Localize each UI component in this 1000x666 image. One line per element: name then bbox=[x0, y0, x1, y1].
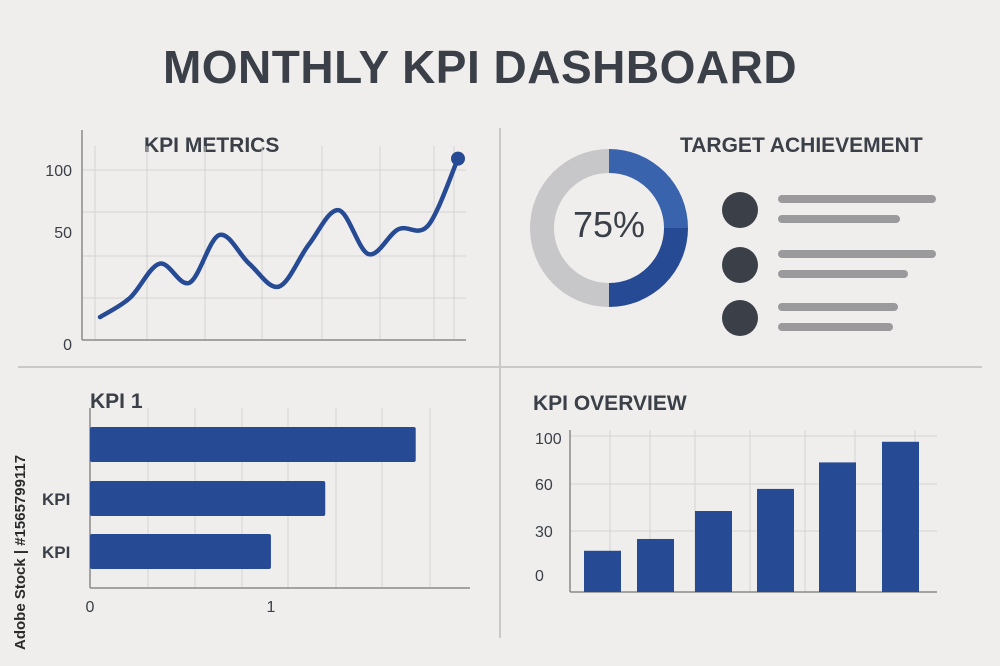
donut-slice bbox=[530, 149, 609, 307]
y-tick-label: 100 bbox=[535, 431, 562, 448]
y-tick-label: 100 bbox=[45, 163, 72, 180]
vbar bbox=[695, 511, 732, 592]
category-label: KPI bbox=[42, 543, 70, 562]
legend-line bbox=[778, 323, 893, 331]
hbar-chart: KPI KPI 0 1 bbox=[42, 408, 470, 616]
vbar bbox=[584, 550, 621, 592]
vbar bbox=[882, 441, 919, 592]
page-title: MONTHLY KPI DASHBOARD bbox=[162, 41, 798, 93]
hbar-chart-title: KPI 1 bbox=[90, 390, 143, 413]
legend-line bbox=[778, 215, 900, 223]
vbar bbox=[757, 488, 794, 592]
x-tick-label: 0 bbox=[86, 599, 95, 616]
line-end-marker bbox=[451, 151, 465, 166]
y-tick-label: 0 bbox=[63, 337, 72, 354]
vbar-chart: 0 30 60 100 bbox=[535, 430, 937, 593]
y-tick-label: 0 bbox=[535, 568, 544, 585]
donut-chart bbox=[530, 149, 688, 307]
donut-slice bbox=[609, 149, 688, 228]
hbar bbox=[90, 534, 271, 569]
legend-line bbox=[778, 303, 898, 311]
line-chart-title: KPI METRICS bbox=[144, 134, 280, 157]
kpi-line-series bbox=[97, 156, 461, 320]
legend-item bbox=[722, 245, 952, 285]
hbar bbox=[90, 481, 326, 516]
horizontal-divider bbox=[18, 366, 982, 368]
legend-item bbox=[722, 190, 952, 230]
donut-chart-title: TARGET ACHIEVEMENT bbox=[680, 134, 923, 157]
hbar bbox=[90, 427, 416, 462]
legend-line bbox=[778, 195, 936, 203]
y-tick-label: 60 bbox=[535, 477, 553, 494]
legend-dot bbox=[722, 300, 758, 336]
vertical-divider bbox=[499, 128, 501, 638]
legend-dot bbox=[722, 247, 758, 283]
vbar-chart-title: KPI OVERVIEW bbox=[533, 392, 687, 415]
legend-line bbox=[778, 250, 936, 258]
y-tick-label: 50 bbox=[54, 225, 72, 242]
vbar bbox=[819, 462, 856, 592]
legend-item bbox=[722, 298, 952, 338]
category-label: KPI bbox=[42, 490, 70, 509]
line-chart: 0 50 100 bbox=[45, 130, 466, 354]
donut-center-label: 75% bbox=[572, 204, 646, 245]
vbar bbox=[637, 538, 674, 592]
donut-slice bbox=[609, 228, 688, 307]
x-tick-label: 1 bbox=[266, 599, 275, 616]
legend-dot bbox=[722, 192, 758, 228]
y-tick-label: 30 bbox=[535, 524, 553, 541]
legend-line bbox=[778, 270, 908, 278]
